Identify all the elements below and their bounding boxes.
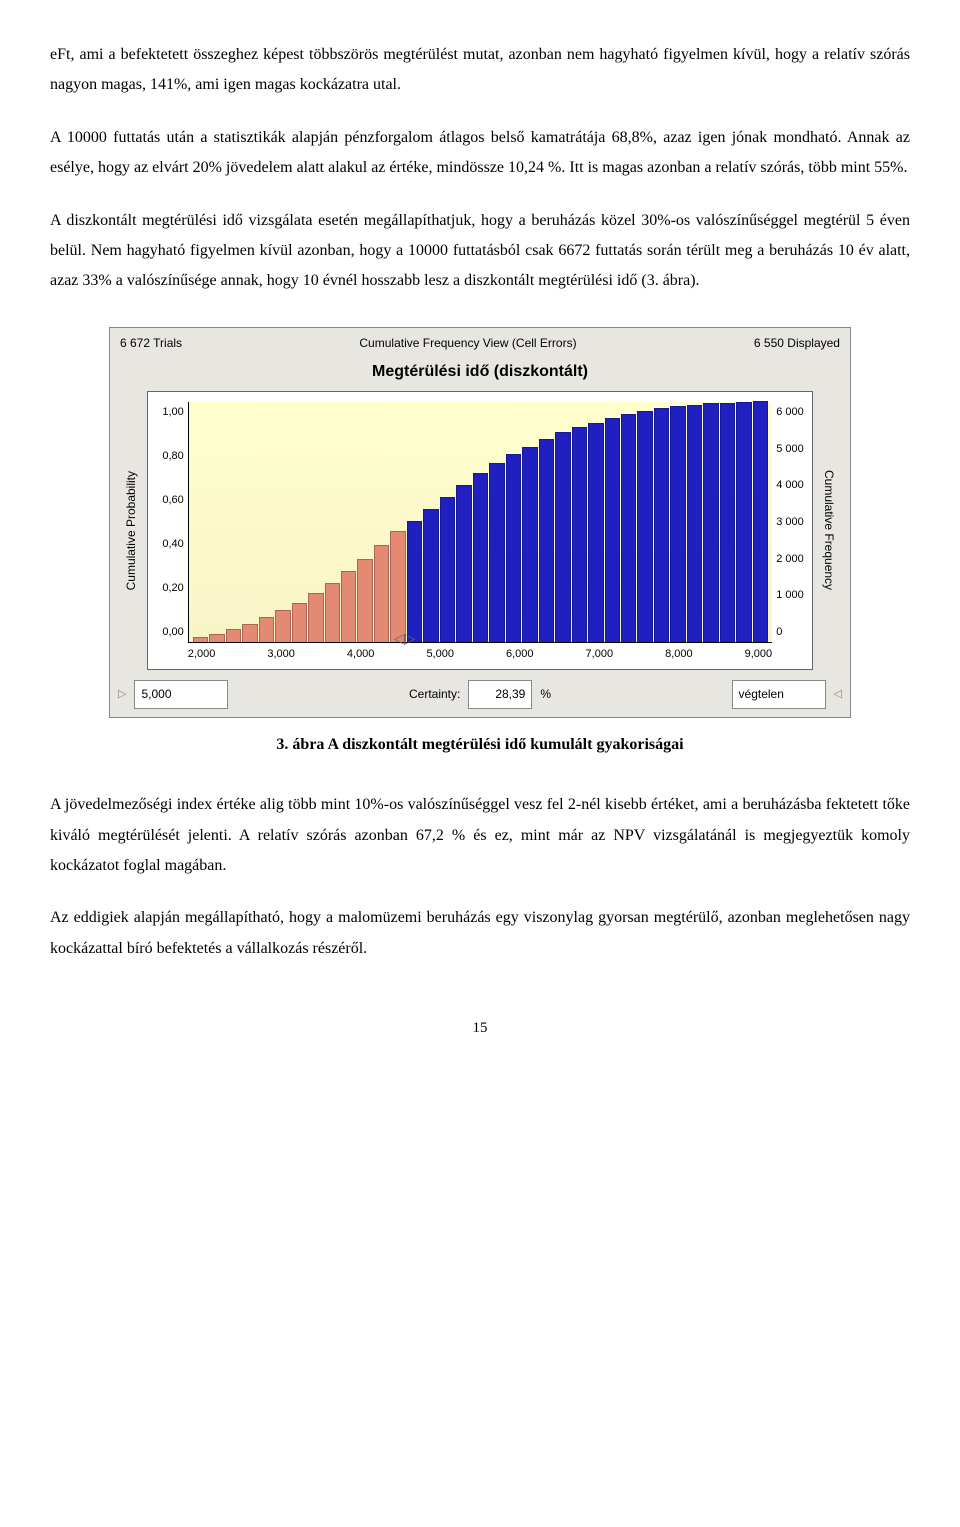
x-tick: 8,000 xyxy=(665,644,693,665)
y-left-tick: 1,00 xyxy=(148,402,184,423)
paragraph-3: A diszkontált megtérülési idő vizsgálata… xyxy=(50,206,910,297)
plot-area: 1,00 0,80 0,60 0,40 0,20 0,00 ◁▷ 6 000 5 000 4 … xyxy=(147,391,813,670)
chart-bar xyxy=(308,593,323,642)
chart-bar xyxy=(292,603,307,642)
y-right-tick: 0 xyxy=(776,622,812,643)
chart-bar xyxy=(687,405,702,642)
certainty-label: Certainty: xyxy=(409,683,460,706)
paragraph-4: A jövedelmezőségi index értéke alig több… xyxy=(50,790,910,881)
y-left-tick: 0,60 xyxy=(148,490,184,511)
y-left-tick: 0,00 xyxy=(148,622,184,643)
chart-bar xyxy=(654,408,669,642)
x-tick: 6,000 xyxy=(506,644,534,665)
chart-title: Megtérülési idő (diszkontált) xyxy=(110,355,850,391)
chart-bar xyxy=(259,617,274,642)
plot[interactable]: ◁▷ xyxy=(188,402,772,643)
chart-bar xyxy=(588,423,603,642)
left-handle-icon[interactable]: ▷ xyxy=(118,684,126,705)
y-left-ticks: 1,00 0,80 0,60 0,40 0,20 0,00 xyxy=(148,402,186,643)
chart-widget: 6 672 Trials Cumulative Frequency View (… xyxy=(109,327,851,718)
chart-bar xyxy=(736,402,751,642)
chart-bar xyxy=(357,559,372,642)
certainty-lower-input[interactable]: 5,000 xyxy=(134,680,228,709)
x-tick: 2,000 xyxy=(188,644,216,665)
y-right-ticks: 6 000 5 000 4 000 3 000 2 000 1 000 0 xyxy=(774,402,812,643)
chart-bar xyxy=(637,411,652,642)
percent-label: % xyxy=(540,683,551,706)
chart-bar xyxy=(555,432,570,642)
chart-bar xyxy=(753,401,768,642)
chart-bar xyxy=(670,406,685,642)
chart-bar xyxy=(456,485,471,642)
y-right-tick: 6 000 xyxy=(776,402,812,423)
certainty-upper-input[interactable]: végtelen xyxy=(732,680,826,709)
y-left-tick: 0,40 xyxy=(148,534,184,555)
page-number: 15 xyxy=(50,1014,910,1043)
figure-caption: 3. ábra A diszkontált megtérülési idő ku… xyxy=(50,730,910,760)
x-tick: 9,000 xyxy=(745,644,773,665)
y-left-tick: 0,80 xyxy=(148,446,184,467)
chart-bar xyxy=(473,473,488,642)
chart-bar xyxy=(341,571,356,642)
x-ticks: 2,000 3,000 4,000 5,000 6,000 7,000 8,000 9,000 xyxy=(188,644,772,665)
y-right-tick: 1 000 xyxy=(776,585,812,606)
x-tick: 7,000 xyxy=(586,644,614,665)
chart-bar xyxy=(275,610,290,642)
x-tick: 4,000 xyxy=(347,644,375,665)
chart-bar xyxy=(720,403,735,642)
chart-bar xyxy=(621,414,636,642)
chart-bar xyxy=(703,403,718,642)
y-right-text: Cumulative Frequency xyxy=(813,470,844,590)
chart-displayed: 6 550 Displayed xyxy=(754,332,840,355)
chart-header: 6 672 Trials Cumulative Frequency View (… xyxy=(110,328,850,355)
y-right-tick: 3 000 xyxy=(776,512,812,533)
chart-bar xyxy=(242,624,257,642)
chart-bar xyxy=(209,634,224,642)
chart-bar xyxy=(325,583,340,642)
y-right-tick: 5 000 xyxy=(776,439,812,460)
chart-bar xyxy=(489,463,504,642)
certainty-value-input[interactable]: 28,39 xyxy=(468,680,532,709)
chart-bar xyxy=(407,521,422,642)
y-right-tick: 4 000 xyxy=(776,475,812,496)
x-tick: 5,000 xyxy=(426,644,454,665)
y-left-text: Cumulative Probability xyxy=(116,471,147,590)
y-axis-left-label: Cumulative Probability xyxy=(116,391,147,670)
chart-trials: 6 672 Trials xyxy=(120,332,182,355)
chart-bar xyxy=(605,418,620,642)
chart-bar xyxy=(423,509,438,642)
y-axis-right-label: Cumulative Frequency xyxy=(813,391,844,670)
paragraph-5: Az eddigiek alapján megállapítható, hogy… xyxy=(50,903,910,964)
paragraph-2: A 10000 futtatás után a statisztikák ala… xyxy=(50,123,910,184)
paragraph-1: eFt, ami a befektetett összeghez képest … xyxy=(50,40,910,101)
chart-bar xyxy=(440,497,455,642)
chart-bar xyxy=(193,637,208,642)
chart-bar xyxy=(374,545,389,642)
y-right-tick: 2 000 xyxy=(776,549,812,570)
chart-bar xyxy=(506,454,521,642)
y-left-tick: 0,20 xyxy=(148,578,184,599)
x-tick: 3,000 xyxy=(267,644,295,665)
chart-footer: ▷ 5,000 Certainty: 28,39 % végtelen ◁ xyxy=(110,676,850,717)
chart-bar xyxy=(226,629,241,642)
chart-bar xyxy=(539,439,554,642)
chart-bar xyxy=(522,447,537,642)
chart-bar xyxy=(572,427,587,642)
chart-body: Cumulative Probability 1,00 0,80 0,60 0,40 0… xyxy=(110,391,850,676)
chart-view-mode: Cumulative Frequency View (Cell Errors) xyxy=(359,332,576,355)
right-handle-icon[interactable]: ◁ xyxy=(834,684,842,705)
